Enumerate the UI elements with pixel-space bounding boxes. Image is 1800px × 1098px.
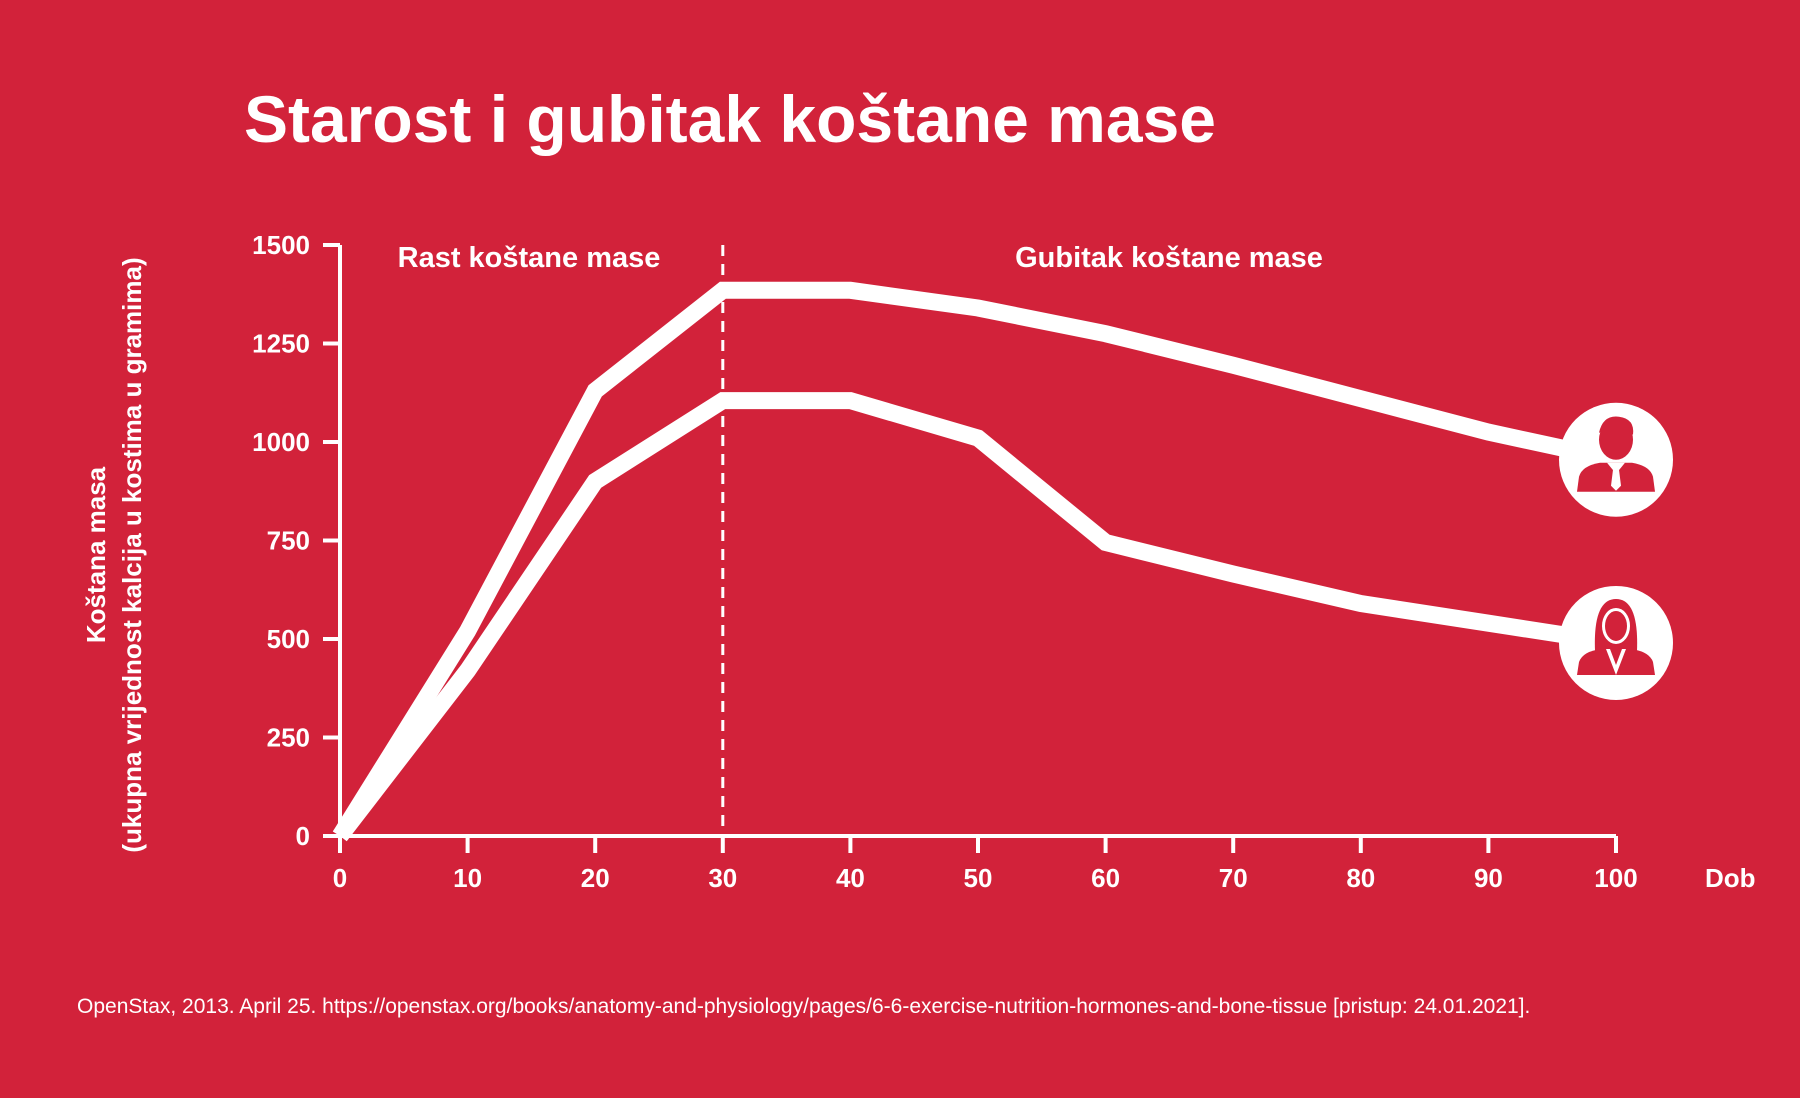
series-line-1 [332, 281, 1618, 841]
face-shape [1605, 610, 1627, 641]
x-axis-label: Dob [1705, 863, 1756, 893]
x-tick-label: 50 [964, 863, 993, 893]
collar-shape [1606, 648, 1626, 675]
woman-icon [1559, 585, 1673, 700]
region-label-growth: Rast koštane mase [398, 242, 661, 274]
y-tick-label: 1250 [252, 329, 310, 359]
x-tick-label: 90 [1474, 863, 1503, 893]
x-tick-label: 70 [1219, 863, 1248, 893]
y-axis-label-line-2: (ukupna vrijednost kalcija u kostima u g… [117, 257, 147, 852]
x-tick-label: 40 [836, 863, 865, 893]
hair-shape [1599, 416, 1634, 435]
x-tick-label: 10 [453, 863, 482, 893]
source-citation: OpenStax, 2013. April 25. https://openst… [77, 995, 1530, 1018]
region-label-loss: Gubitak koštane mase [1015, 242, 1323, 274]
x-tick-label: 80 [1346, 863, 1375, 893]
tie-shape [1611, 469, 1621, 491]
y-tick-label: 1500 [252, 230, 310, 260]
series-icons [1559, 402, 1673, 700]
y-tick-label: 750 [267, 526, 310, 556]
series-line-2 [333, 392, 1618, 842]
torso-shape [1577, 648, 1655, 675]
axes: 0 250 500 750 1000 1250 1500 0 10 20 30 40 50 60 70 80 9… [252, 230, 1638, 893]
man-icon [1559, 402, 1673, 517]
x-tick-label: 30 [708, 863, 737, 893]
y-tick-label: 0 [296, 821, 310, 851]
y-axis-label-line-1: Koštana masa [81, 466, 111, 643]
y-axis-label: Koštana masa (ukupna vrijednost kalcija … [81, 257, 147, 852]
y-tick-label: 250 [267, 723, 310, 753]
collar-shape [1607, 462, 1625, 474]
x-tick-label: 0 [333, 863, 347, 893]
x-tick-label: 60 [1091, 863, 1120, 893]
chart-title: Starost i gubitak koštane mase [244, 82, 1216, 156]
x-tick-label: 20 [581, 863, 610, 893]
series-lines [332, 281, 1618, 842]
y-tick-label: 500 [267, 624, 310, 654]
y-tick-label: 1000 [252, 427, 310, 457]
x-tick-label: 100 [1594, 863, 1637, 893]
